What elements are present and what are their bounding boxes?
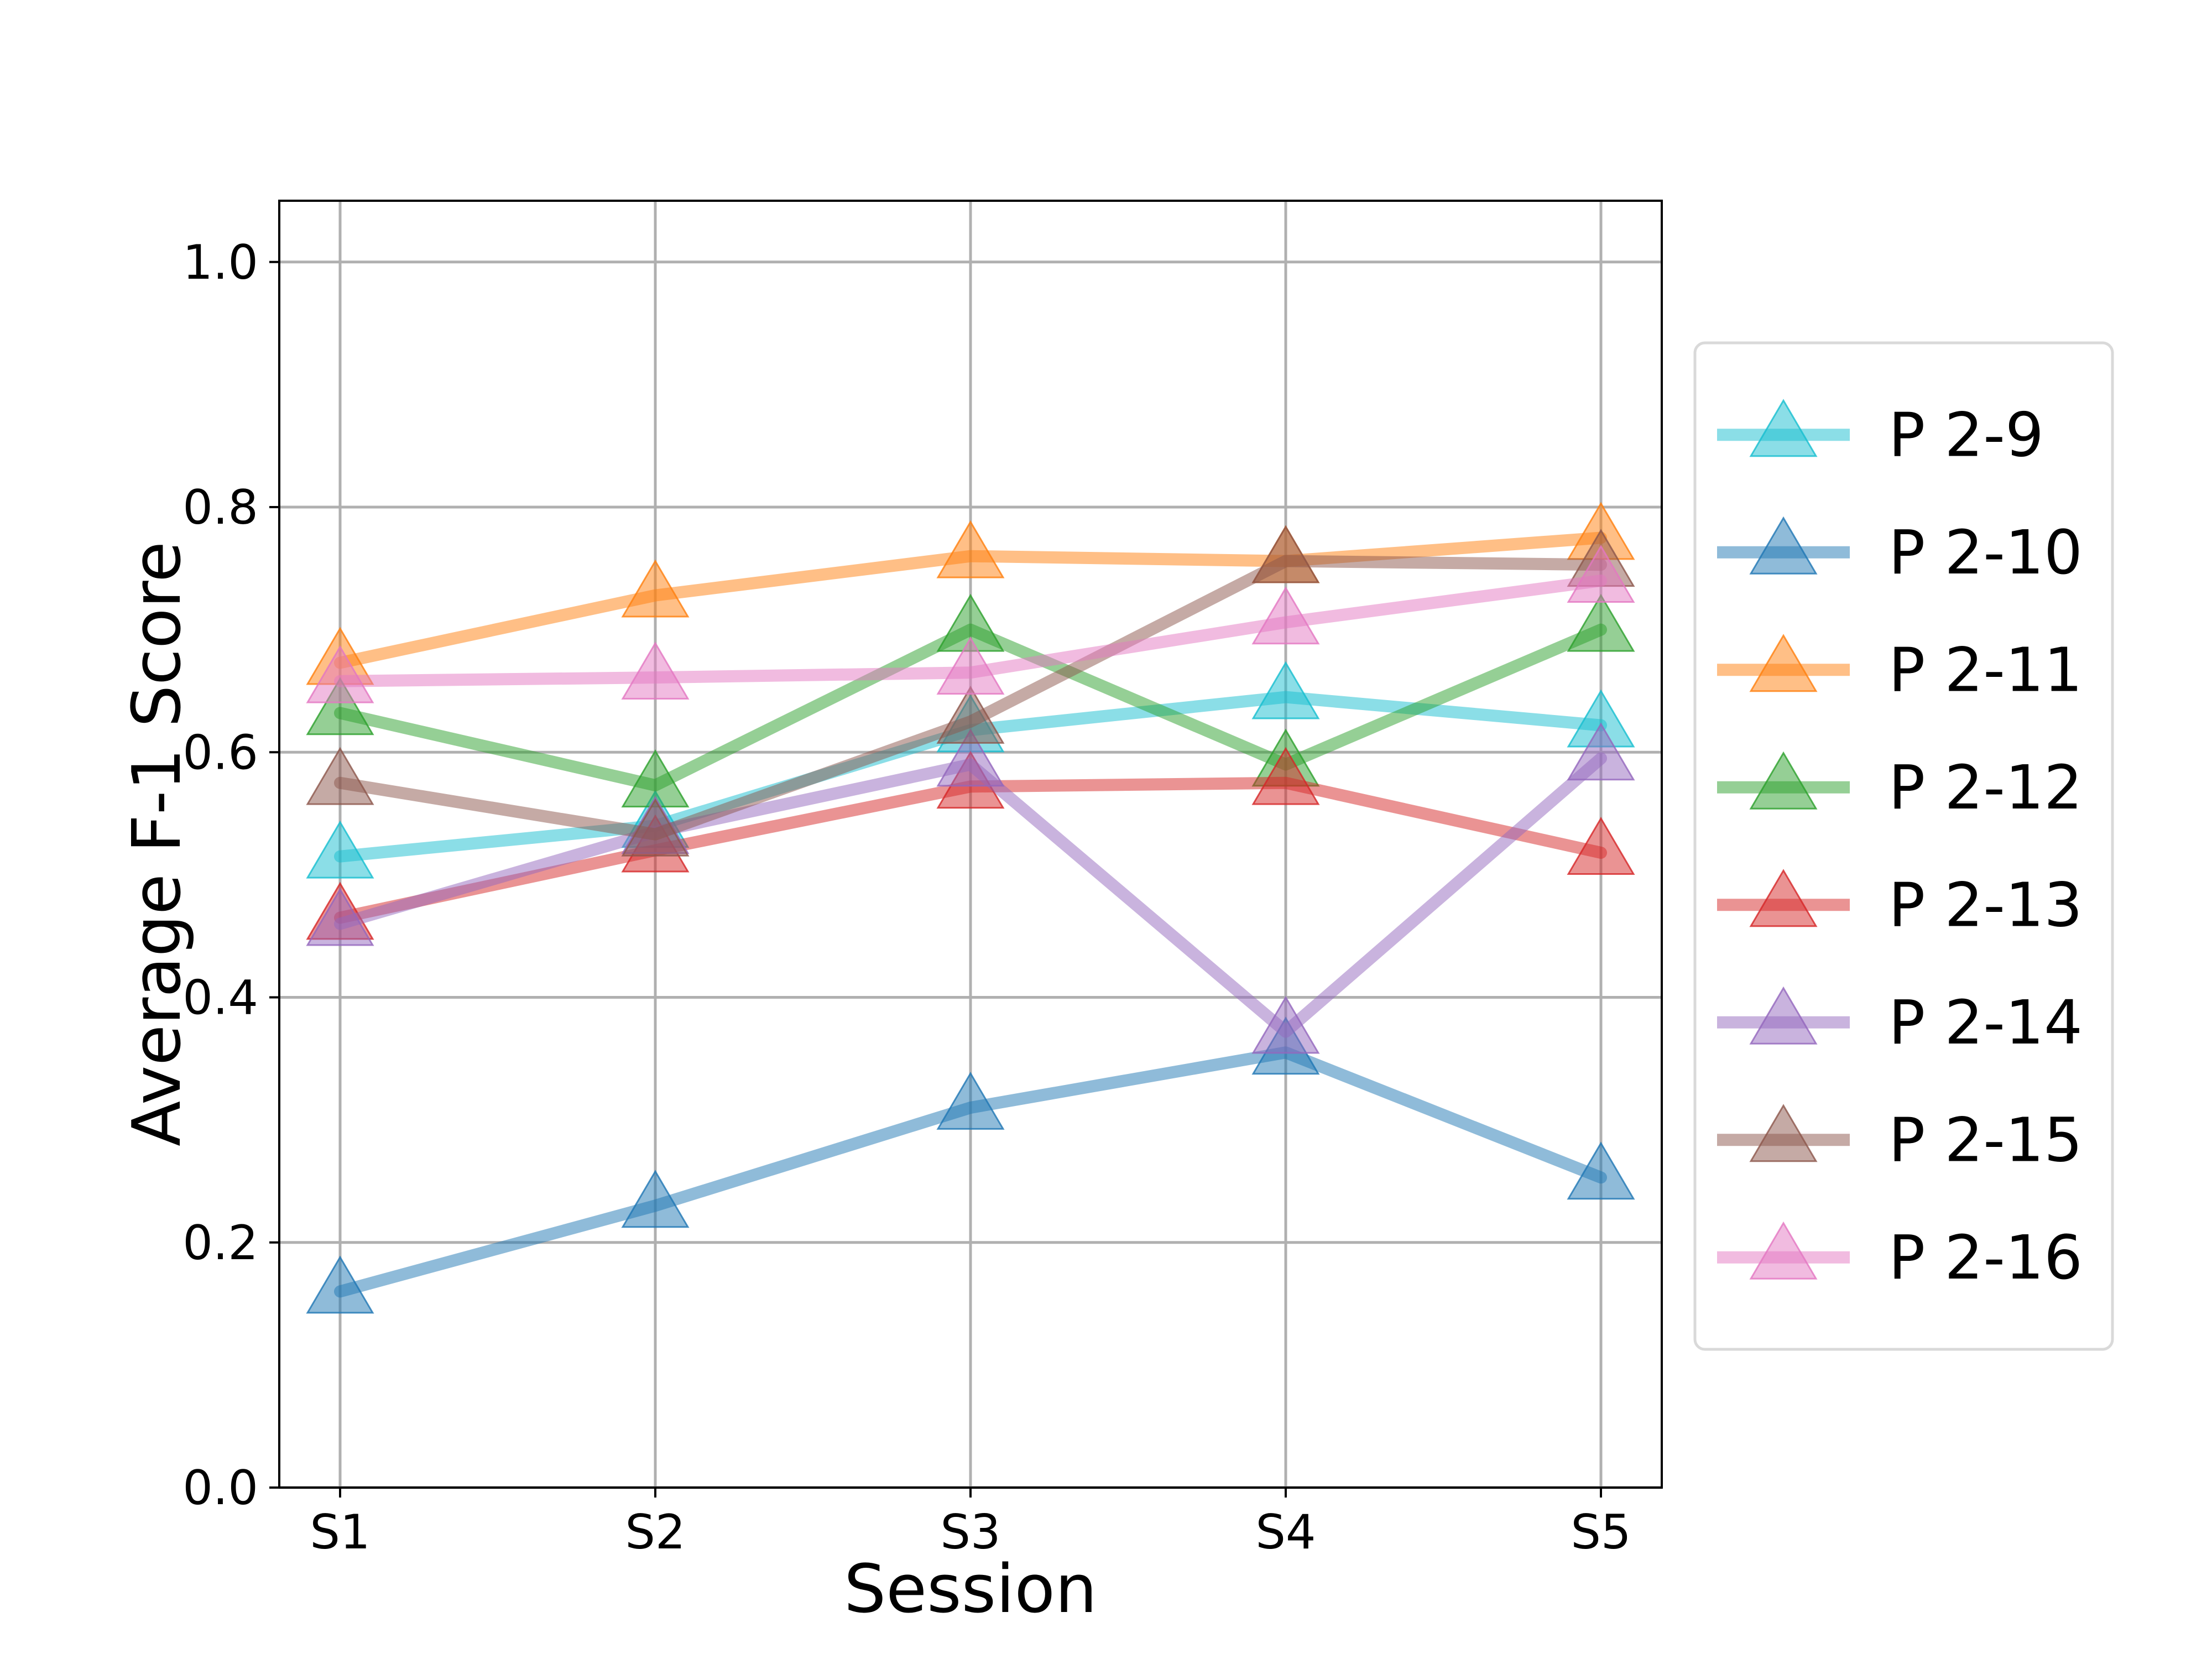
legend-marker-swatch bbox=[1749, 751, 1818, 810]
data-point-marker bbox=[621, 1170, 690, 1228]
legend-entry: P 2-15 bbox=[1717, 1104, 2083, 1175]
data-point-marker bbox=[1251, 586, 1320, 645]
data-point-marker bbox=[936, 1072, 1005, 1130]
legend-marker-swatch bbox=[1749, 1221, 1818, 1280]
legend-marker-swatch bbox=[1749, 399, 1818, 457]
y-tick-label: 0.2 bbox=[182, 1215, 258, 1271]
y-axis-ticks: 0.0 0.2 0.4 0.6 0.8 1.0 bbox=[182, 235, 279, 1516]
x-tick-label: S3 bbox=[940, 1505, 1000, 1560]
series-2 bbox=[306, 1016, 1635, 1314]
data-point-marker bbox=[1567, 593, 1635, 652]
legend-marker-swatch bbox=[1749, 869, 1818, 927]
x-tick-label: S2 bbox=[625, 1505, 685, 1560]
data-point-marker bbox=[1567, 817, 1635, 875]
data-point-marker bbox=[306, 820, 374, 879]
x-tick-label: S1 bbox=[310, 1505, 370, 1560]
legend-marker-swatch bbox=[1749, 634, 1818, 692]
data-point-marker bbox=[621, 559, 690, 618]
data-point-marker bbox=[1251, 661, 1320, 719]
legend-label: P 2-13 bbox=[1888, 869, 2083, 940]
data-point-marker bbox=[1567, 722, 1635, 781]
legend-label: P 2-15 bbox=[1888, 1104, 2083, 1175]
legend-marker-swatch bbox=[1749, 986, 1818, 1045]
x-tick-label: S4 bbox=[1255, 1505, 1316, 1560]
data-point-marker bbox=[306, 747, 374, 805]
data-point-marker bbox=[306, 677, 374, 735]
data-point-marker bbox=[936, 520, 1005, 578]
legend-frame bbox=[1693, 341, 2114, 1351]
y-axis-title: Average F-1 Score bbox=[119, 541, 196, 1146]
y-tick-label: 0.6 bbox=[182, 725, 258, 780]
series-8 bbox=[306, 545, 1635, 703]
legend-entry: P 2-10 bbox=[1717, 516, 2083, 588]
data-point-marker bbox=[621, 798, 690, 857]
x-tick-label: S5 bbox=[1571, 1505, 1631, 1560]
legend-entry: P 2-9 bbox=[1717, 399, 2044, 470]
x-axis-ticks: S1 S2 S3 S4 S5 bbox=[310, 1488, 1631, 1560]
legend-entry: P 2-16 bbox=[1717, 1221, 2083, 1293]
legend-label: P 2-16 bbox=[1888, 1222, 2083, 1293]
data-point-marker bbox=[306, 888, 374, 946]
y-tick-label: 0.4 bbox=[182, 971, 258, 1026]
data-point-marker bbox=[936, 637, 1005, 695]
x-axis-title: Session bbox=[844, 1551, 1097, 1628]
legend: P 2-9 P 2-10 P 2-11 P 2-12 P 2-13 P 2-14 P 2-1… bbox=[1693, 341, 2114, 1351]
data-point-marker bbox=[1251, 995, 1320, 1054]
data-point-marker bbox=[306, 1255, 374, 1314]
legend-marker-swatch bbox=[1749, 516, 1818, 575]
legend-label: P 2-11 bbox=[1888, 634, 2083, 705]
legend-entry: P 2-13 bbox=[1717, 869, 2083, 940]
y-tick-label: 0.8 bbox=[182, 480, 258, 535]
legend-label: P 2-9 bbox=[1888, 399, 2044, 470]
legend-entry: P 2-12 bbox=[1717, 751, 2083, 823]
data-point-marker bbox=[1567, 1141, 1635, 1200]
data-point-marker bbox=[936, 685, 1005, 744]
data-point-marker bbox=[306, 645, 374, 703]
legend-entry: P 2-11 bbox=[1717, 634, 2083, 705]
legend-marker-swatch bbox=[1749, 1104, 1818, 1162]
data-point-marker bbox=[936, 728, 1005, 787]
legend-label: P 2-14 bbox=[1888, 987, 2083, 1058]
y-tick-label: 1.0 bbox=[182, 235, 258, 290]
legend-label: P 2-12 bbox=[1888, 752, 2083, 823]
data-point-marker bbox=[1251, 747, 1320, 805]
legend-label: P 2-10 bbox=[1888, 517, 2083, 588]
series-4 bbox=[306, 593, 1635, 808]
data-point-marker bbox=[621, 641, 690, 700]
legend-entry: P 2-14 bbox=[1717, 986, 2083, 1058]
series-7 bbox=[306, 525, 1635, 857]
y-tick-label: 0.0 bbox=[182, 1460, 258, 1516]
series-lines bbox=[306, 502, 1635, 1314]
data-point-marker bbox=[1567, 545, 1635, 603]
data-point-marker bbox=[1251, 525, 1320, 583]
